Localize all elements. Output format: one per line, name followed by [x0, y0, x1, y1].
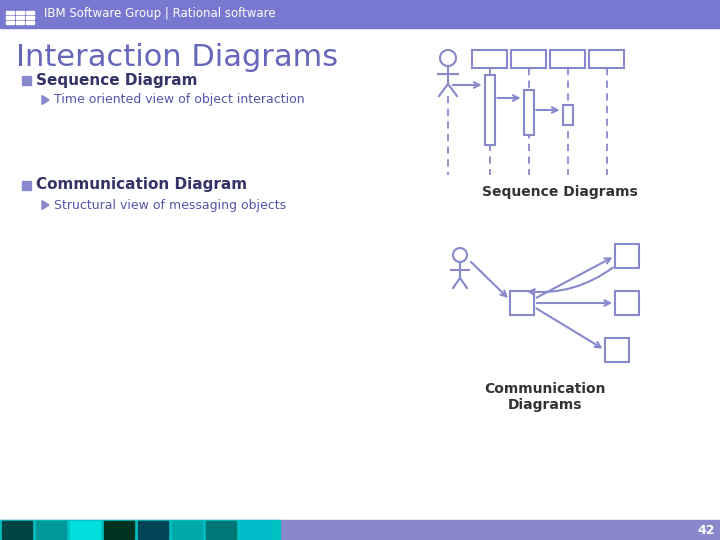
- Bar: [550, 50, 585, 68]
- Polygon shape: [42, 96, 49, 105]
- Bar: [6, 21, 14, 24]
- Bar: [206, 521, 236, 539]
- Bar: [22, 76, 31, 85]
- Bar: [510, 291, 534, 315]
- Bar: [22, 181, 31, 190]
- Bar: [523, 90, 534, 135]
- Bar: [70, 521, 100, 539]
- Bar: [485, 75, 495, 145]
- Text: Time oriented view of object interaction: Time oriented view of object interaction: [54, 93, 305, 106]
- Bar: [605, 338, 629, 362]
- Bar: [36, 521, 66, 539]
- Text: IBM Software Group | Rational software: IBM Software Group | Rational software: [44, 8, 276, 21]
- Bar: [6, 16, 14, 19]
- Bar: [16, 16, 24, 19]
- Bar: [26, 21, 34, 24]
- Bar: [615, 291, 639, 315]
- Text: Sequence Diagram: Sequence Diagram: [36, 72, 197, 87]
- Bar: [104, 521, 134, 539]
- Bar: [26, 16, 34, 19]
- Polygon shape: [42, 200, 49, 210]
- Bar: [615, 244, 639, 268]
- Bar: [0, 520, 280, 540]
- Bar: [511, 50, 546, 68]
- Bar: [26, 11, 34, 14]
- Text: Communication
Diagrams: Communication Diagrams: [485, 382, 606, 412]
- Bar: [172, 521, 202, 539]
- Bar: [0, 0, 720, 28]
- Bar: [138, 521, 168, 539]
- Bar: [0, 520, 720, 540]
- Bar: [16, 21, 24, 24]
- Text: Communication Diagram: Communication Diagram: [36, 178, 247, 192]
- Bar: [562, 105, 572, 125]
- Bar: [16, 11, 24, 14]
- Bar: [2, 521, 32, 539]
- Text: Structural view of messaging objects: Structural view of messaging objects: [54, 199, 286, 212]
- Bar: [589, 50, 624, 68]
- Bar: [6, 11, 14, 14]
- Text: Interaction Diagrams: Interaction Diagrams: [16, 43, 338, 72]
- Text: Sequence Diagrams: Sequence Diagrams: [482, 185, 638, 199]
- Text: 42: 42: [697, 523, 715, 537]
- Bar: [472, 50, 507, 68]
- Bar: [240, 521, 270, 539]
